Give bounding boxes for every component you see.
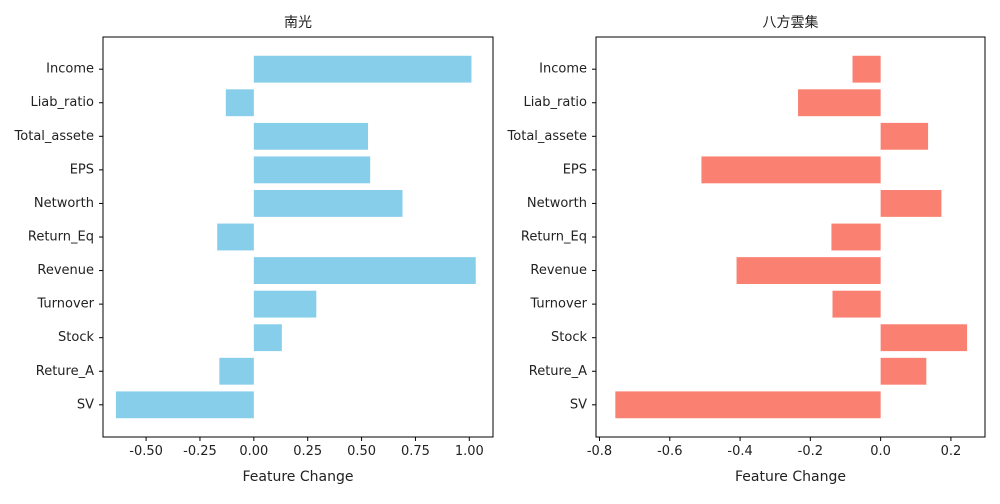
chart-panel-2: Income Liab_ratio Total_assete EPS Networth R… <box>507 14 986 485</box>
bar <box>880 122 929 150</box>
x-tick-label: 0.50 <box>347 444 376 459</box>
axes-frame <box>595 36 986 438</box>
bar <box>880 324 968 352</box>
bar <box>831 223 881 251</box>
bar <box>852 55 881 83</box>
bar <box>253 324 282 352</box>
y-tick-label: Return_Eq <box>521 230 587 245</box>
bar <box>615 391 881 419</box>
x-axis-label: Feature Change <box>243 469 354 485</box>
x-tick-label: -0.50 <box>129 444 163 459</box>
bar <box>253 156 371 184</box>
bar <box>798 89 881 117</box>
axes-frame <box>102 36 494 438</box>
x-tick-label: -0.25 <box>183 444 217 459</box>
y-tick-label: EPS <box>70 162 94 177</box>
chart-title: 八方雲集 <box>763 14 819 31</box>
y-tick-label: Revenue <box>530 263 587 278</box>
x-tick-label: -0.4 <box>727 444 752 459</box>
y-tick-label: EPS <box>563 162 587 177</box>
y-tick-label: Revenue <box>37 263 94 278</box>
y-tick-label: Reture_A <box>36 364 94 379</box>
bar <box>701 156 881 184</box>
x-tick-label: -0.6 <box>657 444 682 459</box>
bar <box>253 190 403 217</box>
bar <box>219 357 254 385</box>
y-tick-label: SV <box>77 397 94 412</box>
y-tick-label: Networth <box>34 196 94 211</box>
chart-title: 南光 <box>284 15 312 31</box>
y-tick-label: Total_assete <box>507 129 587 144</box>
y-tick-label: Return_Eq <box>28 230 94 245</box>
bar <box>253 290 317 318</box>
bar <box>253 55 472 83</box>
x-tick-label: 1.00 <box>455 444 484 459</box>
x-tick-label: 0.2 <box>941 444 962 459</box>
y-tick-label: Networth <box>527 196 587 211</box>
y-tick-label: Turnover <box>36 297 94 312</box>
chart-panel-1: Income Liab_ratio Total_assete EPS Networth R… <box>14 15 494 485</box>
x-tick-label: -0.8 <box>587 444 612 459</box>
bar <box>880 190 942 217</box>
x-tick-label: 0.0 <box>870 444 891 459</box>
x-axis-label: Feature Change <box>735 469 846 485</box>
y-tick-label: Reture_A <box>529 364 587 379</box>
x-tick-label: 0.75 <box>401 444 430 459</box>
bar <box>115 391 254 419</box>
y-tick-label: Liab_ratio <box>523 95 587 110</box>
bar <box>253 257 476 284</box>
y-tick-label: SV <box>570 397 587 412</box>
y-tick-label: Liab_ratio <box>30 95 94 110</box>
x-tick-label: -0.2 <box>798 444 823 459</box>
y-tick-label: Income <box>46 62 94 77</box>
y-tick-label: Turnover <box>529 297 587 312</box>
bar <box>217 223 254 251</box>
bar <box>225 89 254 117</box>
y-tick-label: Stock <box>58 330 94 345</box>
x-tick-label: 0.25 <box>293 444 322 459</box>
y-tick-label: Total_assete <box>14 129 94 144</box>
bar <box>880 357 927 385</box>
y-tick-label: Stock <box>551 330 587 345</box>
bar <box>736 257 881 284</box>
bar <box>253 122 369 150</box>
bar <box>832 290 881 318</box>
x-tick-label: 0.00 <box>239 444 268 459</box>
y-tick-label: Income <box>539 62 587 77</box>
